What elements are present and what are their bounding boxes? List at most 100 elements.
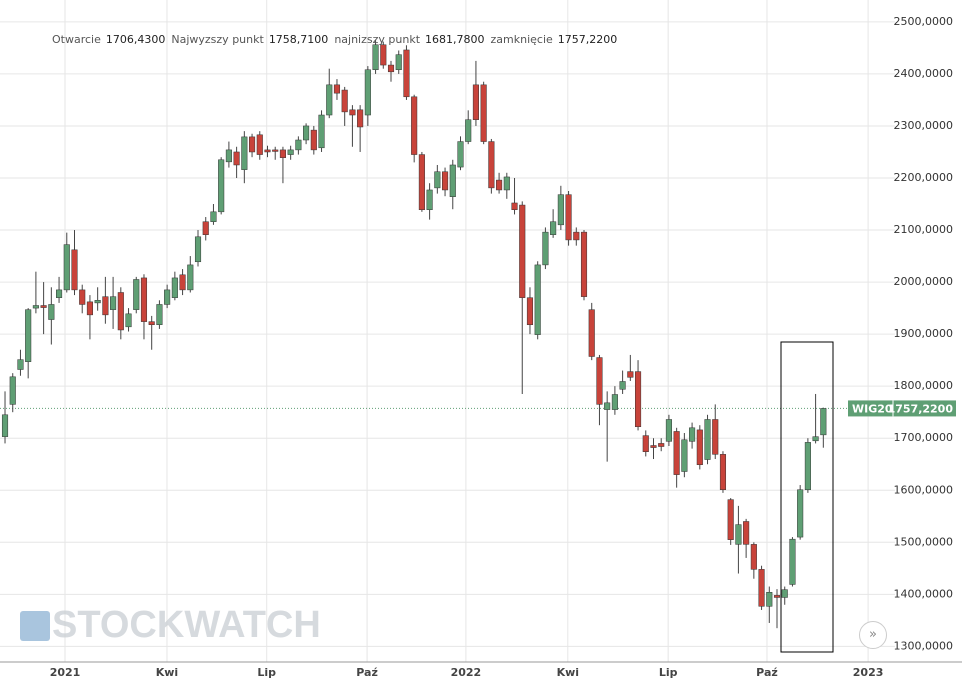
scroll-button[interactable]: »	[859, 621, 887, 649]
candle-body	[279, 149, 286, 158]
x-tick-label: Paź	[756, 666, 778, 679]
watermark-logo	[20, 611, 50, 641]
candle-body	[596, 357, 603, 405]
candle-body	[1, 414, 9, 437]
candle-body	[117, 292, 124, 331]
candle-body	[333, 84, 341, 94]
x-tick-label: 2021	[50, 666, 81, 679]
candle-body	[25, 309, 32, 362]
candle-body	[310, 129, 317, 151]
candle-body	[789, 538, 796, 585]
candle-body	[619, 381, 626, 390]
candle-body	[673, 431, 680, 475]
candle-body	[79, 289, 86, 305]
y-tick-label: 2300,0000	[894, 119, 954, 132]
highlight-box	[780, 341, 834, 653]
candle-body	[171, 277, 178, 298]
x-tick-label: 2022	[451, 666, 482, 679]
candle-body	[349, 109, 356, 116]
candle-body	[225, 149, 232, 163]
x-tick-label: 2023	[853, 666, 884, 679]
header: Otwarcie 1706,4300 Najwyzszy punkt 1758,710…	[52, 33, 617, 46]
candle-body	[318, 114, 325, 149]
y-tick-label: 2400,0000	[894, 67, 954, 80]
candle-body	[71, 249, 78, 291]
candle-body	[56, 289, 63, 298]
candle-body	[125, 313, 132, 328]
candle-body	[210, 211, 217, 222]
y-tick-label: 2200,0000	[894, 171, 954, 184]
candle-body	[712, 419, 719, 455]
candle-body	[650, 445, 657, 448]
y-tick-label: 1500,0000	[894, 535, 954, 548]
candle-body	[611, 394, 618, 410]
candle-body	[588, 309, 595, 357]
candle-body	[526, 297, 534, 326]
candle-body	[40, 305, 47, 308]
candle-body	[9, 376, 16, 405]
x-axis-strip	[0, 662, 962, 682]
candle-body	[48, 304, 55, 320]
candle-body	[604, 402, 611, 410]
candle-body	[704, 419, 711, 460]
y-tick-label: 1600,0000	[894, 483, 954, 496]
header-value: 1757,2200	[558, 33, 618, 46]
y-tick-label: 1400,0000	[894, 587, 954, 600]
candle-body	[797, 489, 804, 538]
candle-body	[364, 69, 371, 116]
candle-body	[534, 264, 541, 335]
candle-body	[148, 321, 155, 326]
x-tick-label: Kwi	[156, 666, 178, 679]
candle-body	[133, 279, 140, 310]
watermark: STOCKWATCH	[52, 604, 321, 646]
y-tick-label: 2000,0000	[894, 275, 954, 288]
candle-body	[488, 141, 495, 189]
candle-body	[272, 149, 279, 152]
candle-body	[434, 171, 441, 189]
x-tick-label: Lip	[257, 666, 276, 679]
candle-body	[735, 524, 742, 545]
header-value: 1758,7100	[269, 33, 329, 46]
candle-body	[689, 427, 696, 442]
candle-body	[202, 221, 209, 235]
candle-body	[411, 96, 418, 155]
candle-body	[395, 54, 402, 70]
header-value: 1681,7800	[425, 33, 485, 46]
header-label: zamknięcie	[491, 33, 553, 46]
last-price-name: WIG20	[852, 402, 893, 415]
candle-body	[102, 296, 109, 316]
candle-body	[94, 300, 101, 304]
candle-body	[426, 189, 433, 210]
candle-body	[110, 296, 117, 310]
candle-body	[179, 274, 186, 291]
candle-body	[287, 149, 294, 155]
candle-body	[187, 264, 194, 291]
candle-body	[164, 289, 171, 305]
candle-body	[380, 44, 387, 66]
candle-body	[17, 359, 24, 370]
candle-body	[511, 202, 518, 210]
candle-body	[580, 231, 588, 297]
candle-body	[573, 231, 580, 241]
candle-body	[372, 44, 379, 70]
y-tick-label: 1800,0000	[894, 379, 954, 392]
x-tick-label: Paź	[356, 666, 378, 679]
candle-body	[194, 236, 202, 263]
candle-body	[457, 141, 464, 168]
candle-body	[63, 244, 70, 291]
candle-body	[557, 194, 564, 226]
candle-body	[503, 176, 510, 191]
last-price-value: 1757,2200	[888, 402, 954, 415]
candle-body	[634, 371, 642, 428]
header-label: najnizszy punkt	[334, 33, 420, 46]
candle-body	[241, 136, 248, 170]
header-label: Otwarcie	[52, 33, 101, 46]
candle-body	[627, 371, 634, 378]
candle-body	[387, 64, 395, 73]
candle-body	[264, 149, 271, 153]
candle-body	[249, 136, 256, 153]
y-tick-label: 2500,0000	[894, 15, 954, 28]
candle-body	[403, 49, 410, 98]
